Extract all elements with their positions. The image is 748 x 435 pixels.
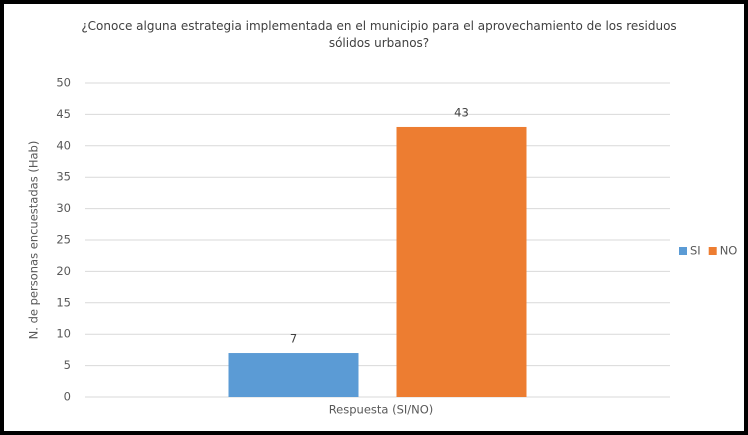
legend-label: NO (720, 244, 738, 258)
y-tick-label: 0 (64, 390, 71, 404)
legend-swatch (708, 247, 717, 255)
x-axis-title: Respuesta (SI/NO) (329, 403, 434, 417)
chart: Respuesta (SI/NO) N. de personas encuest… (27, 76, 738, 417)
bar (228, 353, 359, 397)
y-tick-label: 10 (56, 327, 71, 341)
chart-title: ¿Conoce alguna estrategia implementada e… (81, 19, 677, 50)
data-label: 7 (290, 332, 297, 346)
y-axis-title: N. de personas encuestadas (Hab) (27, 141, 41, 340)
y-tick-label: 30 (56, 201, 71, 215)
y-tick-label: 20 (56, 264, 71, 278)
y-tick-label: 5 (64, 358, 71, 372)
y-tick-label: 40 (56, 138, 71, 152)
bar (396, 126, 527, 398)
y-tick-label: 25 (56, 233, 71, 247)
y-tick-label: 15 (56, 295, 71, 309)
legend-label: SI (690, 244, 701, 258)
y-tick-label: 45 (56, 107, 71, 121)
legend-swatch (679, 247, 687, 255)
y-tick-label: 50 (56, 76, 71, 90)
data-label: 43 (454, 105, 469, 119)
y-tick-label: 35 (56, 170, 71, 184)
